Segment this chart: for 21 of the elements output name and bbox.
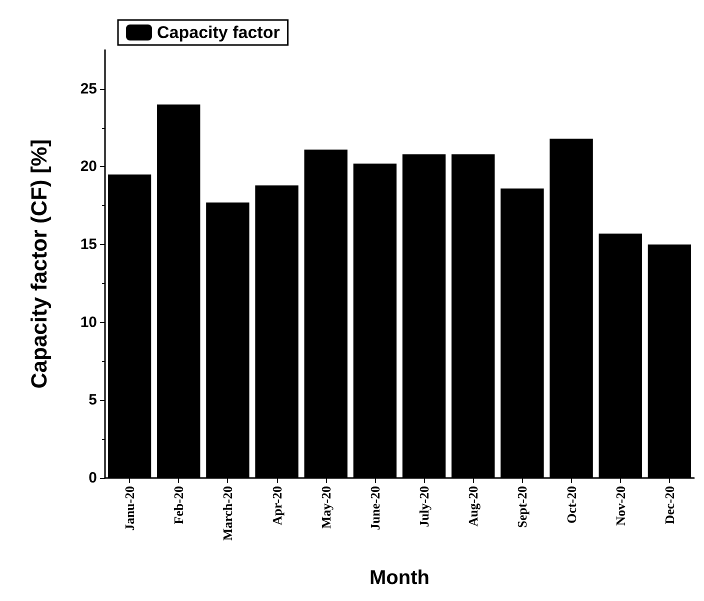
x-tick-label: Janu-20: [122, 486, 138, 531]
x-tick-label: July-20: [416, 486, 432, 528]
x-tick-label: Sept-20: [514, 486, 530, 528]
y-axis-title: Capacity factor (CF) [%]: [26, 139, 52, 389]
y-tick-label: 0: [88, 470, 97, 486]
y-tick-label: 15: [80, 236, 97, 254]
x-tick-label: Feb-20: [171, 486, 186, 524]
x-tick-label: Aug-20: [466, 486, 481, 526]
x-axis-title: Month: [370, 567, 430, 589]
legend-label: Capacity factor: [157, 23, 280, 42]
y-tick-label: 20: [80, 158, 97, 176]
x-tick-label: May-20: [318, 486, 334, 529]
x-tick-label: March-20: [220, 486, 236, 541]
x-tick-label: Dec-20: [662, 486, 677, 524]
x-tick-label: Apr-20: [269, 486, 284, 526]
y-tick-label: 10: [80, 314, 97, 331]
y-tick-label: 25: [80, 80, 97, 98]
y-tick-label: 5: [88, 392, 97, 409]
x-tick-label: June-20: [367, 486, 382, 530]
x-tick-label: Nov-20: [612, 486, 628, 526]
x-tick-label: Oct-20: [564, 486, 579, 524]
